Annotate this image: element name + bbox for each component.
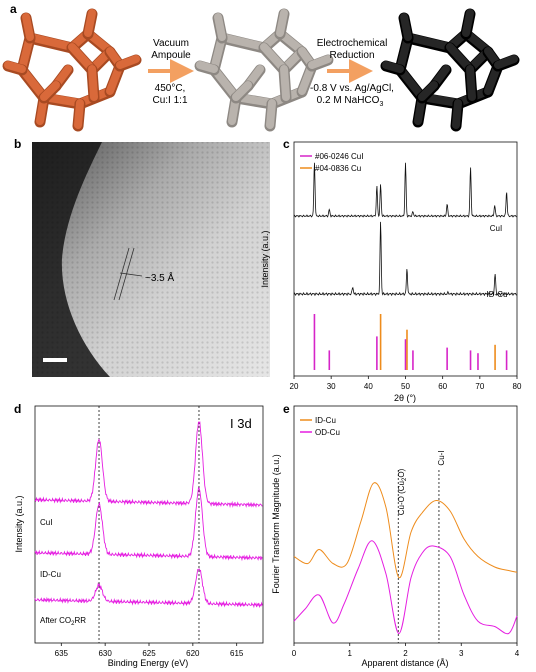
xps-x-tick-label: 625 [142, 649, 156, 658]
xps-trace [34, 421, 263, 508]
frame-tube [68, 43, 96, 73]
xrd-series-cui-label: CuI [490, 224, 502, 233]
frame-tube [308, 55, 332, 69]
xps-trace [34, 568, 263, 609]
step1-condition-1: 450°C, [155, 83, 186, 94]
frame-tube [494, 55, 518, 69]
panel-d-label: d [14, 402, 21, 416]
exafs-trace-od-cu [293, 540, 518, 635]
frame-tube [196, 61, 218, 73]
frame-tube [462, 9, 474, 37]
step2-title-1: Electrochemical [317, 38, 388, 49]
frame-tube [22, 13, 34, 41]
step1-title-2: Ampoule [151, 50, 191, 61]
frame-tube [452, 99, 462, 129]
legend-idcu-text: ID-Cu [315, 416, 336, 425]
xrd-x-tick-label: 80 [513, 382, 522, 391]
frame-tube [276, 9, 288, 37]
step1-title-1: Vacuum [153, 38, 189, 49]
panel-b-label: b [14, 137, 21, 151]
xrd-x-label: 2θ (°) [394, 393, 416, 403]
annotation-cuo: Cu-O (Cu2O) [397, 468, 408, 515]
xrd-x-tick-label: 70 [475, 382, 484, 391]
exafs-x-tick-label: 2 [403, 649, 408, 658]
frame-tube [466, 65, 476, 101]
step2-title-2: Reduction [329, 50, 374, 61]
frame-tube [382, 61, 404, 73]
scale-bar [43, 358, 67, 362]
xps-x-tick-label: 615 [230, 649, 244, 658]
exafs-trace-id-cu [293, 482, 518, 579]
xrd-series-idcu-label: ID-Cu [487, 290, 508, 299]
frame-tube [218, 33, 268, 51]
legend-cui-text: #06-0246 CuI [315, 152, 363, 161]
lattice-spacing-label: ~3.5 Å [145, 271, 175, 284]
frame-tube [266, 99, 276, 129]
exafs-x-label: Apparent distance (Å) [361, 658, 448, 668]
panel-a: a Vacuum Ampoule 450°C, Cu:I 1:1 Electro… [2, 2, 520, 132]
xps-series-idcu-label: ID-Cu [40, 570, 61, 579]
xrd-x-tick-label: 20 [290, 382, 299, 391]
xps-series-cui-label: CuI [40, 518, 52, 527]
reduced-framework-model [380, 8, 520, 132]
xrd-y-label: Intensity (a.u.) [260, 230, 270, 287]
exafs-x-tick-label: 4 [515, 649, 520, 658]
xps-trace [34, 486, 263, 562]
frame-tube [418, 81, 438, 101]
panel-d: d 635 630 625 620 615 I 3d Intensity (a.u.) … [14, 402, 264, 668]
frame-tube [260, 43, 288, 73]
spacing-pointer [119, 272, 143, 277]
xrd-x-tick-label: 60 [438, 382, 447, 391]
exafs-x-tick-label: 1 [348, 649, 353, 658]
annealed-framework-model [194, 8, 334, 132]
xrd-cui-trace [293, 162, 517, 218]
frame-tube [26, 33, 76, 51]
frame-tube [116, 55, 140, 69]
frame-tube [280, 65, 290, 101]
xps-x-tick-label: 630 [98, 649, 112, 658]
xps-y-label: Intensity (a.u.) [14, 495, 24, 552]
frame-tube [84, 9, 96, 37]
cui-framework-model [2, 8, 142, 132]
panel-e-label: e [283, 402, 290, 416]
xps-title: I 3d [230, 416, 252, 431]
xps-x-tick-label: 635 [55, 649, 69, 658]
step1-condition-2: Cu:I 1:1 [152, 95, 187, 106]
panel-c: c 20 30 40 50 60 70 80 Intensity (a.u.) 2θ (°)… [260, 137, 522, 403]
frame-tube [446, 43, 474, 73]
frame-tube [232, 81, 252, 101]
step2-condition-1: -0.8 V vs. Ag/AgCl, [310, 83, 394, 94]
xps-x-label: Binding Energy (eV) [108, 658, 189, 668]
annotation-cui: Cu-I [437, 450, 446, 465]
step2-condition-2: 0.2 M NaHCO3 [317, 95, 384, 108]
legend-odcu-text: OD-Cu [315, 428, 340, 437]
frame-tube [400, 13, 412, 41]
exafs-x-tick-label: 3 [459, 649, 464, 658]
panel-a-label: a [10, 2, 17, 16]
exafs-x-tick-label: 0 [292, 649, 297, 658]
panel-b: b ~3.5 Å [14, 137, 270, 377]
xps-x-tick-label: 620 [186, 649, 200, 658]
xrd-x-tick-label: 50 [401, 382, 410, 391]
legend-cu-text: #04-0836 Cu [315, 164, 361, 173]
frame-tube [404, 33, 454, 51]
frame-tube [74, 99, 84, 129]
frame-tube [40, 81, 60, 101]
frame-tube [214, 13, 226, 41]
frame-tube [88, 65, 98, 101]
exafs-y-label: Fourier Transform Magnitude (a.u.) [271, 454, 281, 594]
xps-plot-frame [34, 405, 264, 644]
stem-lattice-texture [32, 142, 270, 377]
panel-e: e 0 1 2 3 4 Fourier Transform Magnitude (a.u… [271, 402, 520, 668]
frame-tube [4, 61, 26, 73]
xrd-x-tick-label: 40 [364, 382, 373, 391]
xps-series-after-label: After CO2RR [40, 616, 86, 627]
lattice-marker-1 [113, 247, 130, 301]
panel-c-label: c [283, 137, 290, 151]
xrd-x-tick-label: 30 [327, 382, 336, 391]
xrd-idcu-trace [293, 221, 517, 297]
